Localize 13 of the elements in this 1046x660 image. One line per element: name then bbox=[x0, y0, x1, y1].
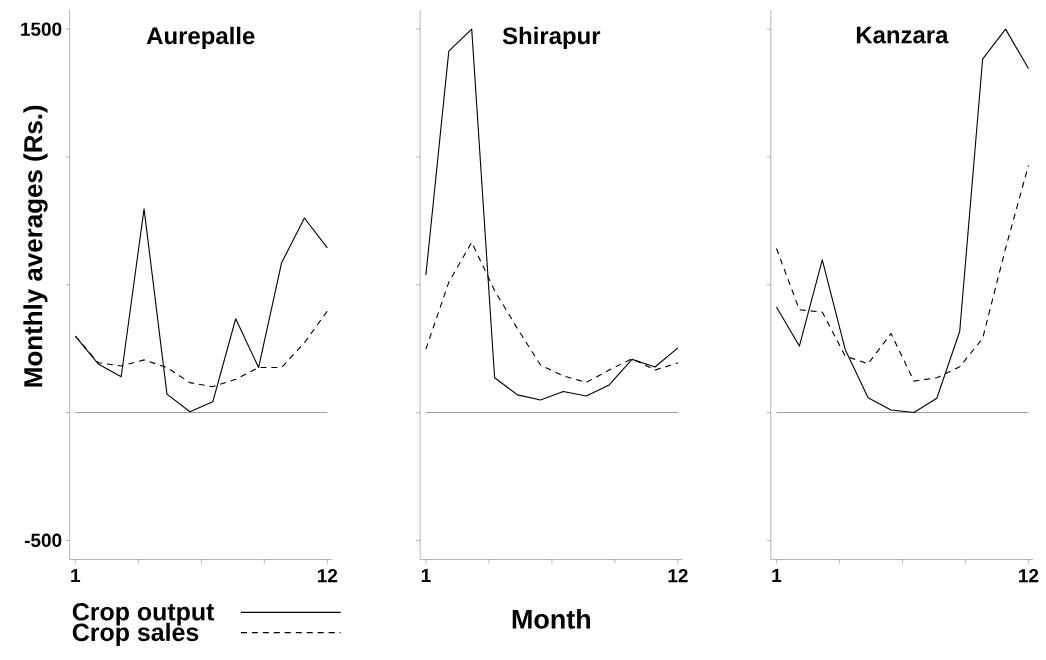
x-tick-label: 1 bbox=[421, 568, 431, 582]
text: Aurepalle bbox=[146, 26, 255, 49]
x-tick-label: 1 bbox=[71, 568, 81, 582]
x-tick-label: 1 bbox=[772, 568, 782, 582]
y-tick-label: 1500 bbox=[21, 22, 62, 36]
text: Shirapur bbox=[502, 26, 601, 49]
x-tick-label: 12 bbox=[1019, 568, 1039, 583]
text: Kanzara bbox=[856, 26, 949, 44]
x-tick-label: 12 bbox=[317, 568, 338, 583]
y-axis-title: Monthly averages (Rs.) bbox=[23, 105, 48, 387]
y-tick-label: -500 bbox=[24, 533, 62, 547]
x-axis-title: Month bbox=[512, 608, 591, 629]
x-tick-label: 12 bbox=[668, 568, 688, 583]
